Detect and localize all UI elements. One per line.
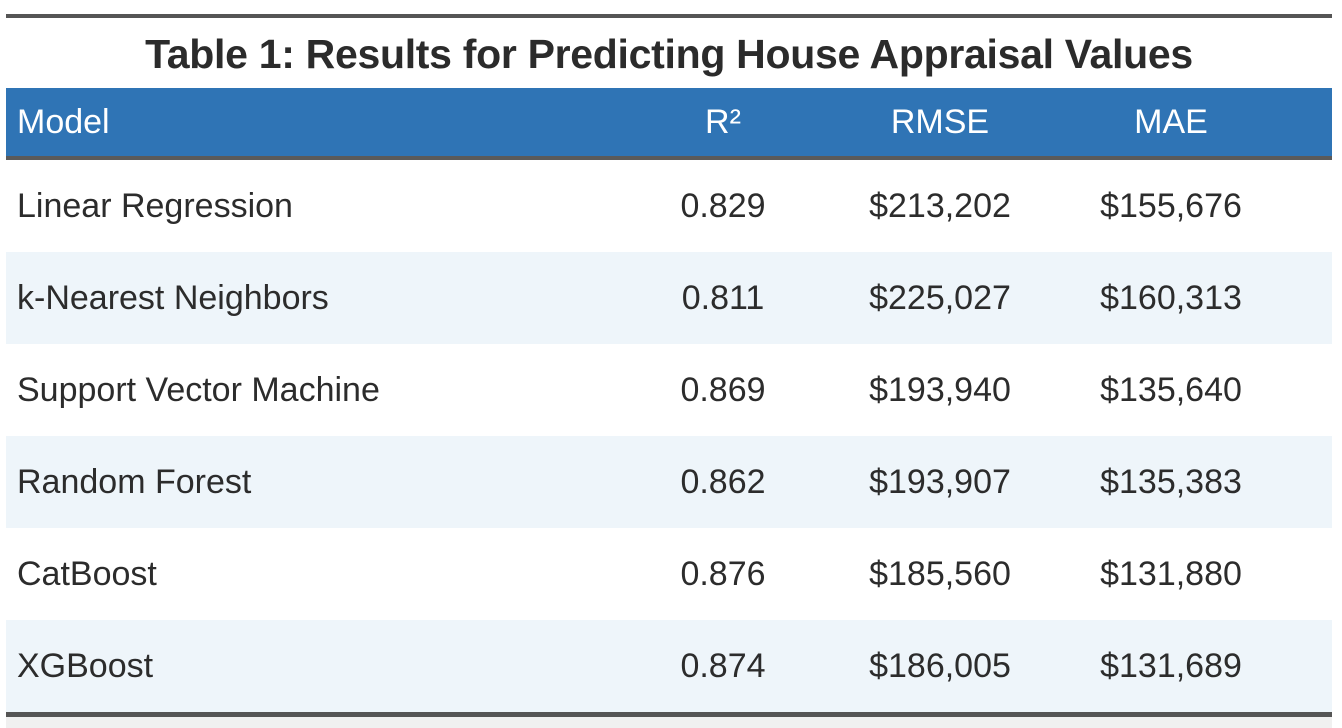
results-table: Model R² RMSE MAE Linear Regression 0.82… xyxy=(6,88,1332,728)
header-model: Model xyxy=(17,102,110,141)
bottom-strip xyxy=(6,717,1332,728)
rmse-value: $185,560 xyxy=(869,554,1011,593)
table-row: Support Vector Machine 0.869 $193,940 $1… xyxy=(6,344,1332,436)
table-row: k-Nearest Neighbors 0.811 $225,027 $160,… xyxy=(6,252,1332,344)
header-r2: R² xyxy=(705,102,741,141)
r2-value: 0.876 xyxy=(680,554,766,593)
model-name: Random Forest xyxy=(17,462,252,501)
model-name: k-Nearest Neighbors xyxy=(17,278,329,317)
mae-value: $160,313 xyxy=(1100,278,1242,317)
r2-value: 0.862 xyxy=(680,462,766,501)
rmse-value: $193,940 xyxy=(869,370,1011,409)
table-row: Linear Regression 0.829 $213,202 $155,67… xyxy=(6,160,1332,252)
model-name: CatBoost xyxy=(17,554,157,593)
r2-value: 0.874 xyxy=(680,646,766,685)
table-row: XGBoost 0.874 $186,005 $131,689 xyxy=(6,620,1332,712)
mae-value: $135,640 xyxy=(1100,370,1242,409)
mae-value: $135,383 xyxy=(1100,462,1242,501)
model-name: XGBoost xyxy=(17,646,154,685)
table-header-row: Model R² RMSE MAE xyxy=(6,88,1332,160)
mae-value: $131,689 xyxy=(1100,646,1242,685)
table-title: Table 1: Results for Predicting House Ap… xyxy=(145,31,1193,77)
model-name: Support Vector Machine xyxy=(17,370,380,409)
model-name: Linear Regression xyxy=(17,186,293,225)
bottom-rule xyxy=(6,712,1332,717)
top-rule xyxy=(6,14,1332,18)
rmse-value: $193,907 xyxy=(869,462,1011,501)
table-row: Random Forest 0.862 $193,907 $135,383 xyxy=(6,436,1332,528)
rmse-value: $186,005 xyxy=(869,646,1011,685)
mae-value: $155,676 xyxy=(1100,186,1242,225)
rmse-value: $225,027 xyxy=(869,278,1011,317)
mae-value: $131,880 xyxy=(1100,554,1242,593)
header-rmse: RMSE xyxy=(890,102,990,141)
r2-value: 0.811 xyxy=(681,278,765,317)
header-mae: MAE xyxy=(1134,102,1208,141)
r2-value: 0.869 xyxy=(680,370,766,409)
table-row: CatBoost 0.876 $185,560 $131,880 xyxy=(6,528,1332,620)
r2-value: 0.829 xyxy=(680,186,766,225)
rmse-value: $213,202 xyxy=(869,186,1011,225)
